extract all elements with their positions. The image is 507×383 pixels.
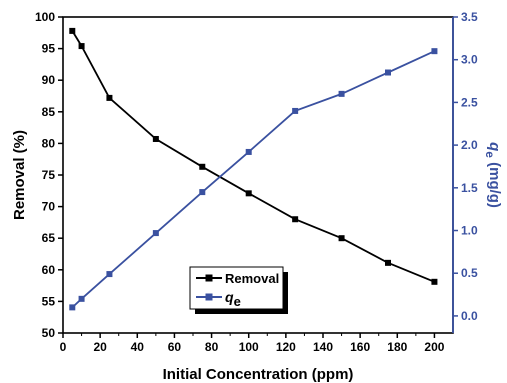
y-tick-label: 75	[42, 168, 56, 182]
series-qe-point	[199, 189, 206, 196]
y-axis-title: Removal (%)	[11, 130, 28, 220]
x-tick-label: 60	[168, 340, 182, 354]
series-qe-point	[385, 69, 391, 76]
y-tick-label: 80	[42, 136, 56, 150]
y-tick-label: 60	[42, 263, 56, 277]
x-tick-label: 140	[313, 340, 333, 354]
y2-tick-label: 3.5	[461, 10, 478, 24]
y2-axis-title: qe (mg/g)	[483, 142, 503, 208]
series-removal-point	[338, 235, 345, 242]
x-tick-label: 180	[387, 340, 407, 354]
legend-box	[189, 266, 284, 310]
series-removal-point	[199, 163, 206, 170]
series-qe-point	[106, 271, 113, 278]
x-tick-label: 20	[93, 340, 107, 354]
y2-axis-title-main: q	[486, 142, 503, 151]
series-removal-point	[152, 135, 159, 142]
y2-axis-title-unit: (mg/g)	[486, 158, 503, 208]
series-qe-point	[338, 90, 345, 97]
legend-removal-label: Removal	[225, 271, 279, 286]
series-qe-point	[69, 304, 76, 311]
y2-tick-label: 2.0	[461, 138, 478, 152]
legend-qe-label-sub: e	[234, 294, 241, 309]
y2-tick-label: 1.0	[461, 224, 478, 238]
x-tick-label: 40	[131, 340, 145, 354]
legend-qe-label: qe	[225, 289, 241, 309]
y2-tick-label: 0.5	[461, 266, 478, 280]
y2-tick-label: 0.0	[461, 309, 478, 323]
y2-tick-label: 1.5	[461, 181, 478, 195]
series-removal-point	[78, 43, 85, 50]
y-tick-label: 100	[35, 10, 55, 24]
series-qe-point	[152, 230, 159, 237]
series-qe-point	[245, 148, 252, 155]
x-tick-label: 120	[276, 340, 296, 354]
x-axis-title: Initial Concentration (ppm)	[163, 366, 354, 383]
series-removal-point	[245, 190, 252, 197]
series-removal-line	[71, 30, 435, 283]
y-tick-label: 50	[42, 326, 56, 340]
x-tick-label: 160	[350, 340, 370, 354]
y-tick-label: 65	[42, 231, 56, 245]
series-removal-point	[106, 94, 113, 101]
series-qe-point	[292, 107, 299, 114]
series-removal-point	[69, 27, 76, 34]
x-tick-label: 0	[60, 340, 67, 354]
series-qe-point	[431, 48, 438, 55]
legend-qe-marker	[205, 293, 213, 301]
y2-tick-label: 3.0	[461, 53, 478, 67]
series-removal-point	[385, 259, 391, 266]
legend: Removal qe	[189, 266, 288, 314]
legend-removal-marker	[205, 274, 213, 282]
y-tick-label: 55	[42, 294, 56, 308]
legend-qe-label-main: q	[225, 289, 234, 305]
series-removal-point	[431, 278, 438, 285]
y-tick-label: 95	[42, 42, 56, 56]
series-removal-point	[292, 216, 299, 223]
y-tick-label: 70	[42, 200, 56, 214]
series-qe-point	[78, 295, 85, 302]
x-tick-label: 80	[205, 340, 219, 354]
series-qe-line	[71, 50, 435, 309]
x-tick-label: 200	[424, 340, 444, 354]
y2-axis-title-sub: e	[483, 151, 497, 158]
y-tick-label: 90	[42, 73, 56, 87]
y2-tick-label: 2.5	[461, 95, 478, 109]
y-tick-label: 85	[42, 105, 56, 119]
x-tick-label: 100	[239, 340, 259, 354]
